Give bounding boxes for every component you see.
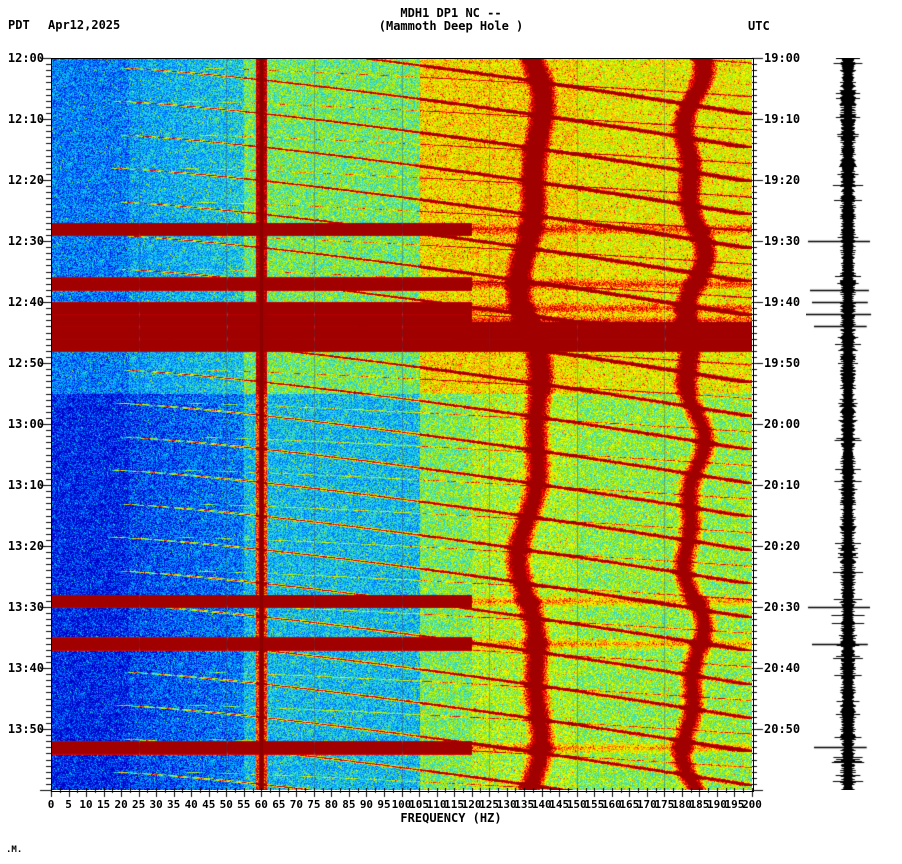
right-time-tick-2040: 20:40 xyxy=(764,661,801,675)
freq-tick-75: 75 xyxy=(307,798,321,811)
freq-tick-115: 115 xyxy=(444,798,464,811)
freq-tick-30: 30 xyxy=(149,798,163,811)
spectrogram-canvas xyxy=(51,58,752,790)
freq-tick-60: 60 xyxy=(254,798,268,811)
freq-tick-5: 5 xyxy=(65,798,72,811)
left-time-tick-1230: 12:30 xyxy=(7,234,44,248)
freq-tick-135: 135 xyxy=(514,798,535,811)
right-time-tick-1940: 19:40 xyxy=(764,295,801,309)
freq-tick-105: 105 xyxy=(409,798,429,811)
right-time-tick-1910: 19:10 xyxy=(764,112,801,126)
freq-tick-130: 130 xyxy=(496,798,517,811)
freq-tick-0: 0 xyxy=(47,798,55,811)
freq-tick-50: 50 xyxy=(219,798,233,811)
freq-tick-95: 95 xyxy=(377,798,391,811)
freq-tick-140: 140 xyxy=(531,798,552,811)
station-title-line1: MDH1 DP1 NC -- xyxy=(400,6,502,20)
freq-tick-145: 145 xyxy=(549,798,570,811)
freq-tick-165: 165 xyxy=(619,798,640,811)
freq-tick-180: 180 xyxy=(671,798,692,811)
left-time-tick-1250: 12:50 xyxy=(7,356,44,370)
freq-tick-195: 195 xyxy=(724,798,745,811)
right-timezone-label: UTC xyxy=(748,19,770,33)
freq-tick-100: 100 xyxy=(391,798,412,811)
frequency-axis-ticks xyxy=(20,788,780,802)
date-label: Apr12,2025 xyxy=(48,18,121,32)
left-time-tick-1240: 12:40 xyxy=(7,295,44,309)
freq-tick-170: 170 xyxy=(636,798,657,811)
freq-tick-45: 45 xyxy=(202,798,216,811)
freq-tick-190: 190 xyxy=(707,798,727,811)
left-time-tick-1340: 13:40 xyxy=(7,661,44,675)
left-time-tick-1330: 13:30 xyxy=(7,600,44,614)
freq-tick-185: 185 xyxy=(689,798,710,811)
freq-tick-155: 155 xyxy=(584,798,605,811)
left-time-tick-1310: 13:10 xyxy=(7,478,44,492)
left-timezone-label: PDT xyxy=(8,18,30,32)
freq-tick-10: 10 xyxy=(79,798,93,811)
right-time-tick-2050: 20:50 xyxy=(764,722,801,736)
right-time-axis xyxy=(752,40,792,820)
left-time-tick-1220: 12:20 xyxy=(7,173,44,187)
freq-tick-35: 35 xyxy=(167,798,181,811)
freq-tick-25: 25 xyxy=(132,798,146,811)
freq-tick-85: 85 xyxy=(342,798,356,811)
right-time-tick-1950: 19:50 xyxy=(764,356,801,370)
freq-tick-110: 110 xyxy=(426,798,447,811)
left-time-tick-1210: 12:10 xyxy=(7,112,44,126)
station-title-line2: (Mammoth Deep Hole ) xyxy=(378,19,524,33)
right-time-tick-1920: 19:20 xyxy=(764,173,801,187)
right-time-tick-1930: 19:30 xyxy=(764,234,801,248)
corner-mark: .M. xyxy=(6,845,23,855)
right-time-tick-2030: 20:30 xyxy=(764,600,801,614)
left-time-axis xyxy=(0,40,51,820)
freq-tick-65: 65 xyxy=(272,798,286,811)
right-time-tick-2020: 20:20 xyxy=(764,539,801,553)
freq-tick-150: 150 xyxy=(566,798,587,811)
freq-tick-120: 120 xyxy=(461,798,482,811)
left-time-tick-1300: 13:00 xyxy=(7,417,44,431)
freq-tick-175: 175 xyxy=(654,798,675,811)
freq-tick-70: 70 xyxy=(289,798,303,811)
freq-tick-90: 90 xyxy=(359,798,374,811)
freq-tick-160: 160 xyxy=(601,798,622,811)
freq-tick-80: 80 xyxy=(324,798,339,811)
freq-tick-55: 55 xyxy=(237,798,251,811)
helicorder-trace xyxy=(806,58,896,790)
freq-tick-15: 15 xyxy=(96,798,111,811)
left-time-tick-1320: 13:20 xyxy=(7,539,44,553)
left-time-tick-1200: 12:00 xyxy=(7,51,44,65)
right-time-tick-2010: 20:10 xyxy=(764,478,801,492)
left-time-tick-1350: 13:50 xyxy=(7,722,44,736)
freq-tick-40: 40 xyxy=(184,798,198,811)
spectrogram-plot[interactable] xyxy=(51,58,752,790)
right-time-tick-1900: 19:00 xyxy=(764,51,801,65)
freq-tick-125: 125 xyxy=(479,798,500,811)
freq-tick-20: 20 xyxy=(114,798,128,811)
right-time-tick-2000: 20:00 xyxy=(764,417,801,431)
freq-tick-200: 200 xyxy=(742,798,762,811)
x-axis-title: FREQUENCY (HZ) xyxy=(400,811,502,825)
